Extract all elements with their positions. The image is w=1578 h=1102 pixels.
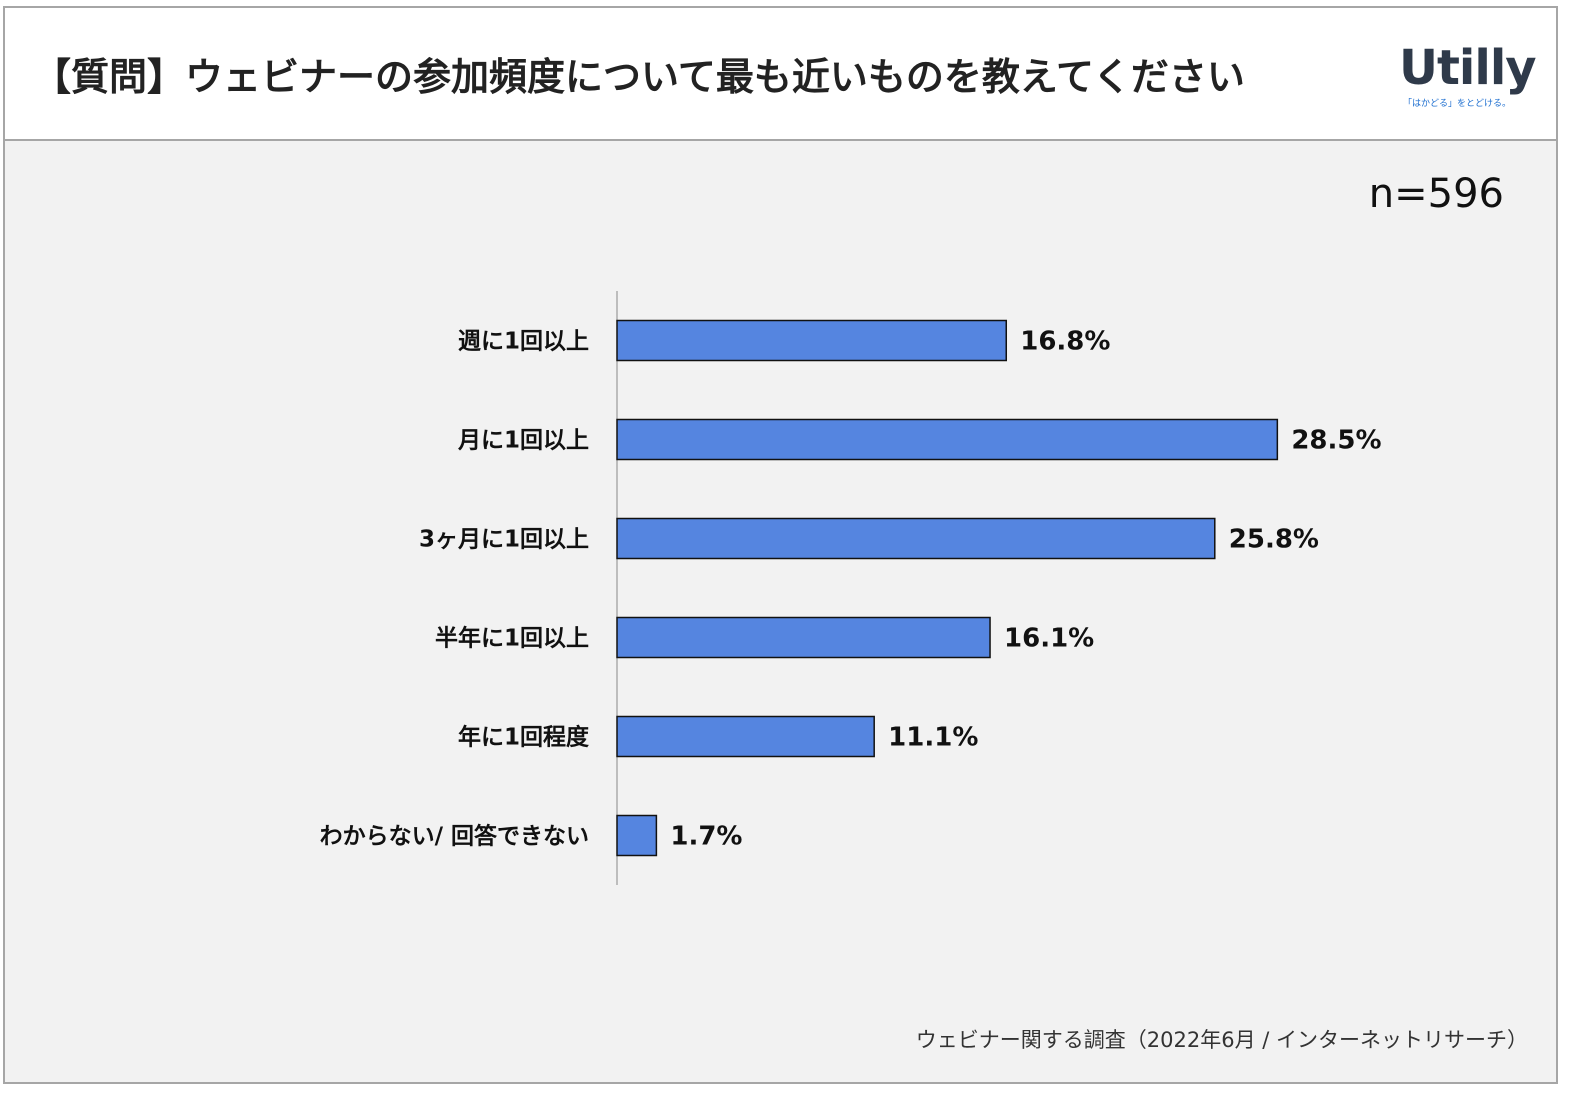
- value-label: 1.7%: [670, 822, 742, 852]
- page-title: 【質問】ウェビナーの参加頻度について最も近いものを教えてください: [33, 55, 1245, 99]
- bar: [616, 814, 658, 857]
- value-label: 16.8%: [1020, 327, 1110, 357]
- bar: [616, 517, 1216, 560]
- source-note: ウェビナー関する調査（2022年6月 / インターネットリサーチ）: [915, 1028, 1528, 1052]
- chart-frame: 【質問】ウェビナーの参加頻度について最も近いものを教えてください Utilly …: [3, 6, 1558, 1084]
- bar: [616, 616, 991, 659]
- value-label: 28.5%: [1291, 426, 1381, 456]
- logo-text: Utilly: [1399, 40, 1537, 96]
- bar-chart: 週に1回以上 16.8% 月に1回以上 28.5% 3ヶ月に1回以上 25.8% 半年に1回…: [320, 291, 1382, 885]
- header: 【質問】ウェビナーの参加頻度について最も近いものを教えてください Utilly …: [5, 8, 1556, 141]
- bar: [616, 319, 1008, 362]
- plot-area: n=596 週に1回以上 16.8% 月に1回以上 28.5% 3ヶ月に1回以上 25.8…: [5, 141, 1556, 1082]
- bar: [616, 715, 875, 758]
- sample-size-label: n=596: [1368, 171, 1504, 217]
- category-label: 3ヶ月に1回以上: [419, 527, 589, 553]
- value-label: 11.1%: [888, 723, 978, 753]
- utilly-logo: Utilly 「はかどる」をとどける。: [1399, 40, 1537, 110]
- value-label: 25.8%: [1229, 525, 1319, 555]
- value-label: 16.1%: [1004, 624, 1094, 654]
- category-label: 週に1回以上: [458, 329, 589, 355]
- logo-tagline: 「はかどる」をとどける。: [1403, 99, 1512, 109]
- category-label: 年に1回程度: [458, 724, 590, 751]
- bar: [616, 418, 1279, 461]
- category-label: 半年に1回以上: [435, 625, 589, 652]
- category-label: わからない/ 回答できない: [320, 823, 589, 850]
- category-label: 月に1回以上: [457, 428, 589, 454]
